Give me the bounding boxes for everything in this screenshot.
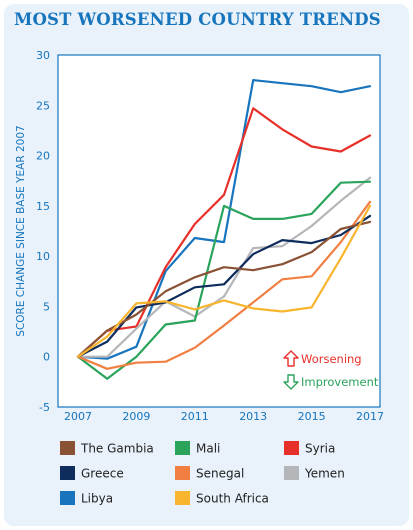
x-tick-label: 2009 <box>122 410 150 423</box>
legend-swatch-mali <box>175 441 190 455</box>
legend-label-senegal: Senegal <box>196 467 244 481</box>
annotation-improvement: Improvement <box>301 375 379 389</box>
arrow-down-outline-icon <box>283 374 299 390</box>
series-line-senegal <box>76 200 372 370</box>
y-tick-label: 5 <box>43 300 50 313</box>
y-tick-label: 30 <box>36 49 50 62</box>
legend-swatch-greece <box>60 466 75 480</box>
plot-area <box>57 54 381 408</box>
y-tick-label: -5 <box>39 401 50 414</box>
y-tick-label: 25 <box>36 99 50 112</box>
legend-label-greece: Greece <box>81 467 124 481</box>
y-axis-label: SCORE CHANGE SINCE BASE YEAR 2007 <box>15 125 27 336</box>
series-line-libya <box>76 78 372 360</box>
legend-swatch-the-gambia <box>60 441 75 455</box>
legend-label-libya: Libya <box>81 492 113 506</box>
y-tick-label: 15 <box>36 200 50 213</box>
legend-label-syria: Syria <box>305 442 335 456</box>
legend-swatch-senegal <box>175 466 190 480</box>
legend-swatch-yemen <box>284 466 299 480</box>
x-tick-label: 2017 <box>356 410 384 423</box>
series-line-syria <box>76 107 372 358</box>
x-tick-label: 2015 <box>298 410 326 423</box>
x-tick-label: 2007 <box>64 410 92 423</box>
legend-label-yemen: Yemen <box>304 467 345 481</box>
legend-swatch-south-africa <box>175 491 190 505</box>
chart-title: MOST WORSENED COUNTRY TRENDS <box>14 10 381 29</box>
x-tick-label: 2011 <box>181 410 209 423</box>
legend-label-the-gambia: The Gambia <box>80 442 154 456</box>
series-line-yemen <box>76 176 372 358</box>
x-tick-label: 2013 <box>239 410 267 423</box>
legend-label-south-africa: South Africa <box>196 492 269 506</box>
legend-label-mali: Mali <box>196 442 220 456</box>
y-tick-label: 0 <box>43 351 50 364</box>
annotation-worsening: Worsening <box>301 352 362 366</box>
series-line-south-africa <box>76 204 372 358</box>
series-line-the-gambia <box>76 220 372 358</box>
legend-swatch-syria <box>284 441 299 455</box>
y-tick-label: 10 <box>36 250 50 263</box>
arrow-up-outline-icon <box>283 350 299 367</box>
y-tick-label: 20 <box>36 150 50 163</box>
legend-swatch-libya <box>60 491 75 505</box>
